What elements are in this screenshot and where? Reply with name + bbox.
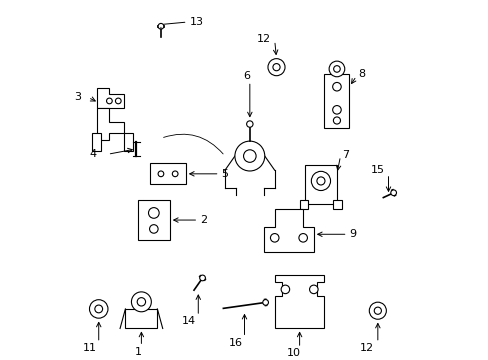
Circle shape xyxy=(309,285,318,294)
Circle shape xyxy=(246,121,252,127)
Text: 4: 4 xyxy=(90,149,97,159)
Circle shape xyxy=(95,305,102,313)
Text: 14: 14 xyxy=(182,316,196,327)
Bar xyxy=(305,165,336,204)
Text: 12: 12 xyxy=(359,343,373,353)
Circle shape xyxy=(115,98,121,104)
Text: 1: 1 xyxy=(134,347,141,357)
Polygon shape xyxy=(97,108,123,140)
Text: 5: 5 xyxy=(221,169,228,179)
Circle shape xyxy=(368,302,386,319)
Text: 7: 7 xyxy=(342,150,349,160)
Circle shape xyxy=(298,234,307,242)
Circle shape xyxy=(158,171,163,177)
Bar xyxy=(123,133,132,151)
Circle shape xyxy=(267,59,285,76)
Circle shape xyxy=(311,171,330,190)
Circle shape xyxy=(333,66,340,72)
Circle shape xyxy=(272,64,280,71)
Circle shape xyxy=(333,117,340,124)
Text: 3: 3 xyxy=(74,93,81,102)
Circle shape xyxy=(328,61,344,77)
Text: 13: 13 xyxy=(189,17,203,27)
Circle shape xyxy=(158,23,163,29)
Circle shape xyxy=(234,141,264,171)
Bar xyxy=(150,163,185,184)
Circle shape xyxy=(316,177,325,185)
Polygon shape xyxy=(264,210,313,252)
Circle shape xyxy=(332,82,341,91)
Circle shape xyxy=(281,285,289,294)
Circle shape xyxy=(106,98,112,104)
Bar xyxy=(125,309,157,328)
Bar xyxy=(91,133,101,151)
Text: 2: 2 xyxy=(200,215,207,225)
FancyArrowPatch shape xyxy=(163,134,223,154)
Circle shape xyxy=(172,171,178,177)
Text: 6: 6 xyxy=(242,71,249,81)
Text: 11: 11 xyxy=(82,343,97,353)
Circle shape xyxy=(243,150,256,162)
Polygon shape xyxy=(274,275,324,328)
Circle shape xyxy=(148,208,159,218)
Text: 8: 8 xyxy=(358,69,365,79)
Text: 12: 12 xyxy=(257,34,270,44)
Circle shape xyxy=(262,300,268,305)
Text: 9: 9 xyxy=(348,229,356,239)
Circle shape xyxy=(149,225,158,233)
Bar xyxy=(138,201,169,240)
Circle shape xyxy=(89,300,108,318)
Bar xyxy=(324,74,348,127)
Text: 16: 16 xyxy=(228,338,242,348)
Circle shape xyxy=(137,298,145,306)
Bar xyxy=(299,201,308,210)
Text: 15: 15 xyxy=(370,165,384,175)
Circle shape xyxy=(332,105,341,114)
Text: 10: 10 xyxy=(286,348,301,358)
Polygon shape xyxy=(97,89,123,108)
Circle shape xyxy=(199,275,205,281)
Circle shape xyxy=(131,292,151,312)
Circle shape xyxy=(270,234,279,242)
Circle shape xyxy=(373,307,381,314)
Circle shape xyxy=(390,190,396,195)
Bar xyxy=(333,201,342,210)
